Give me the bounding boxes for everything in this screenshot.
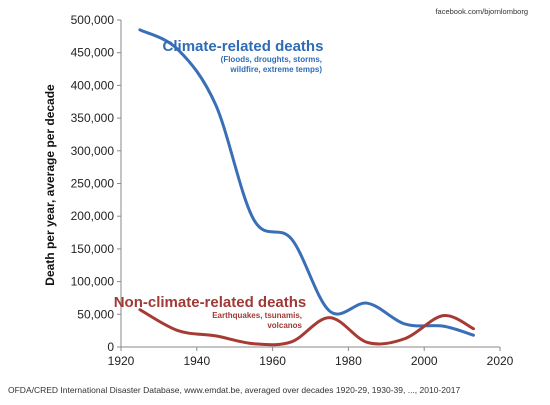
y-axis-label: Death per year, average per decade (43, 84, 57, 286)
y-tick-label: 250,000 (71, 177, 115, 191)
non-climate-series-label: Non-climate-related deaths (114, 294, 307, 311)
series-lines (138, 28, 475, 347)
climate-series-note: (Floods, droughts, storms, wildfire, extr… (221, 55, 323, 74)
non-climate-series-note: Earthquakes, tsunamis, volcanos (212, 311, 302, 330)
y-tick-label: 500,000 (71, 13, 115, 27)
y-tick-label: 400,000 (71, 78, 115, 92)
x-tick-label: 1980 (335, 354, 362, 368)
y-tick-label: 100,000 (71, 275, 115, 289)
x-tick-label: 1960 (259, 354, 286, 368)
source-text: OFDA/CRED International Disaster Databas… (8, 385, 460, 395)
climate-related-deaths-line (138, 28, 475, 337)
y-tick-label: 200,000 (71, 209, 115, 223)
y-tick-label: 50,000 (77, 307, 114, 321)
y-tick-label: 300,000 (71, 144, 115, 158)
y-tick-label: 0 (107, 340, 114, 354)
x-tick-label: 2000 (411, 354, 438, 368)
y-tick-label: 450,000 (71, 46, 115, 60)
x-tick-label: 2020 (487, 354, 514, 368)
climate-series-label: Climate-related deaths (163, 38, 324, 55)
x-tick-labels: 1920 1940 1960 1980 2000 2020 (108, 347, 514, 368)
non-climate-related-deaths-line (138, 308, 475, 347)
x-tick-label: 1940 (183, 354, 210, 368)
y-tick-label: 150,000 (71, 242, 115, 256)
y-tick-labels: 0 50,000 100,000 150,000 200,000 250,000 300,0… (71, 13, 121, 354)
credit-text: facebook.com/bjornlomborg (435, 7, 528, 16)
y-tick-label: 350,000 (71, 111, 115, 125)
x-tick-label: 1920 (108, 354, 135, 368)
